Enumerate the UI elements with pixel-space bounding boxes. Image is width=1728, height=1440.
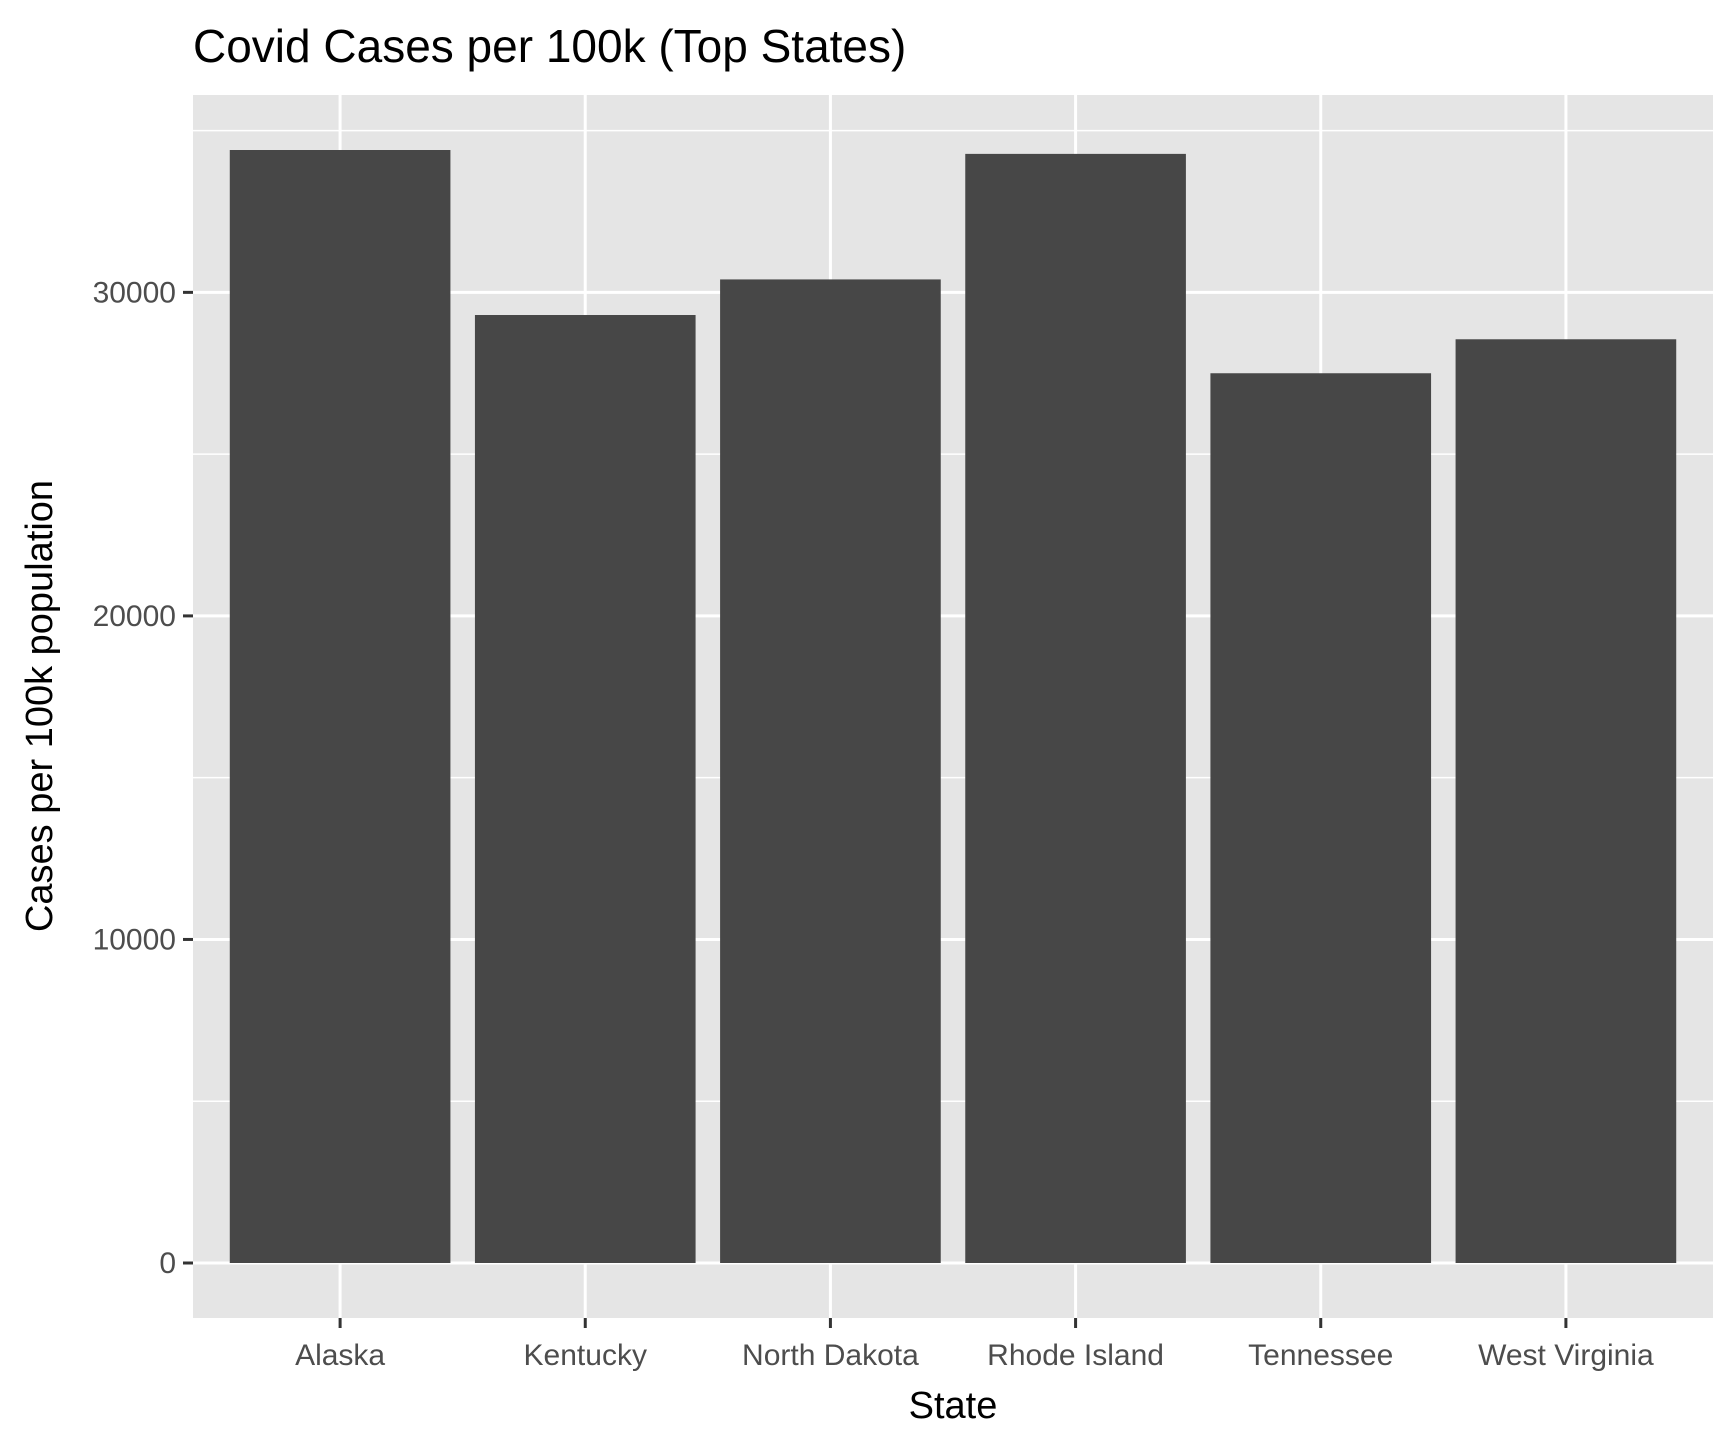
bars [229, 150, 1677, 1263]
x-tick-label: West Virginia [1478, 1339, 1654, 1372]
y-axis-title: Cases per 100k population [19, 480, 61, 932]
x-axis-title: State [909, 1385, 998, 1427]
bar-tennessee [1210, 373, 1432, 1263]
bar-alaska [229, 150, 451, 1263]
x-axis: Alaska Kentucky North Dakota Rhode Island Te… [295, 1318, 1654, 1372]
x-tick-label: Rhode Island [987, 1339, 1164, 1372]
y-tick-label: 30000 [93, 276, 176, 309]
x-tick-label: Tennessee [1248, 1339, 1393, 1372]
chart-title: Covid Cases per 100k (Top States) [193, 20, 906, 72]
y-tick-label: 20000 [93, 600, 176, 633]
x-tick-label: Alaska [295, 1339, 385, 1372]
bar-west-virginia [1455, 339, 1677, 1263]
y-tick-label: 0 [159, 1247, 176, 1280]
y-axis: 0 10000 20000 30000 [93, 276, 193, 1280]
y-tick-label: 10000 [93, 923, 176, 956]
x-tick-label: North Dakota [742, 1339, 919, 1372]
x-tick-label: Kentucky [524, 1339, 647, 1372]
bar-north-dakota [720, 279, 941, 1263]
bar-kentucky [474, 315, 696, 1263]
bar-rhode-island [965, 153, 1186, 1263]
